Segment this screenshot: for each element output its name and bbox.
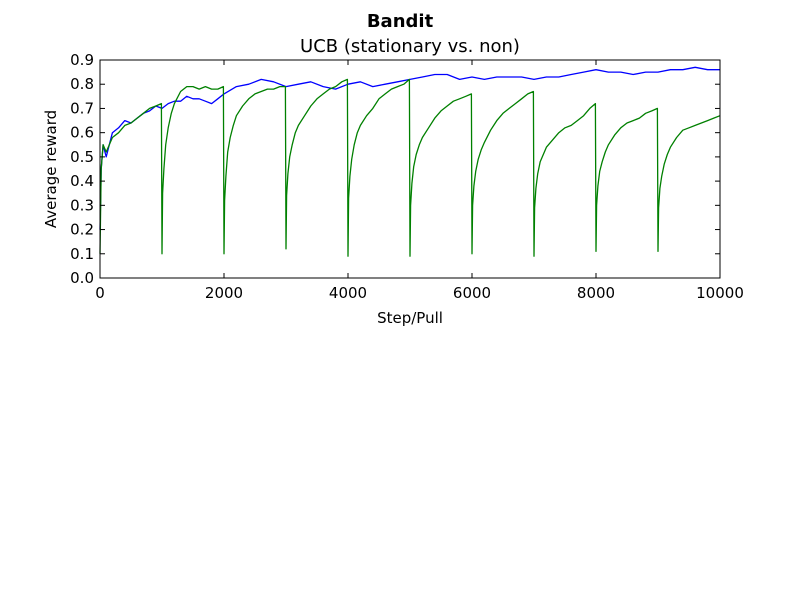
x-tick-label: 8000	[577, 284, 615, 302]
chart-title: UCB (stationary vs. non)	[300, 36, 520, 57]
x-tick-label: 4000	[329, 284, 367, 302]
x-tick-label: 2000	[205, 284, 243, 302]
y-tick-label: 0.0	[70, 269, 94, 287]
series-line-2	[99, 78, 721, 257]
y-tick-label: 0.1	[70, 245, 94, 263]
y-axis-ticks: 0.0 0.1 0.2 0.3 0.4 0.5 0.6 0.7 0.8 0.9	[70, 51, 720, 287]
y-tick-label: 0.7	[70, 99, 94, 117]
x-tick-label: 0	[95, 284, 105, 302]
chart-suptitle: Bandit	[367, 11, 434, 32]
y-tick-label: 0.5	[70, 148, 94, 166]
x-axis-ticks: 0 2000 4000 6000 8000 10000	[95, 60, 744, 302]
plot-frame	[99, 59, 721, 279]
y-tick-label: 0.8	[70, 75, 94, 93]
plot-lines	[99, 66, 721, 257]
x-axis-label: Step/Pull	[377, 309, 443, 327]
y-tick-label: 0.2	[70, 221, 94, 239]
series-line-1	[99, 66, 720, 230]
y-tick-label: 0.3	[70, 196, 94, 214]
y-tick-label: 0.6	[70, 124, 94, 142]
x-tick-label: 10000	[696, 284, 744, 302]
y-axis-label: Average reward	[42, 110, 60, 228]
x-tick-label: 6000	[453, 284, 491, 302]
y-tick-label: 0.4	[70, 172, 94, 190]
y-tick-label: 0.9	[70, 51, 94, 69]
